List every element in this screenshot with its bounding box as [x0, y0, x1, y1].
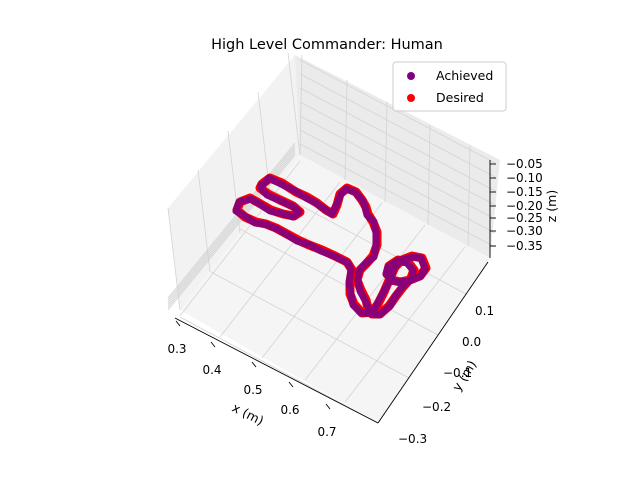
legend-label-desired: Desired — [436, 90, 484, 105]
grid-line — [287, 52, 301, 156]
x-tick-mark — [288, 381, 294, 388]
y-axis-line — [377, 261, 489, 424]
x-ticks: 0.3 0.4 0.5 0.6 0.7 — [167, 320, 337, 439]
grid-line — [299, 143, 496, 248]
grid-line — [261, 202, 383, 359]
legend-frame — [392, 61, 507, 112]
grid-line — [167, 142, 296, 299]
y-tick-label: −0.3 — [398, 432, 427, 446]
z-tick-label: −0.30 — [506, 224, 543, 238]
z-tick-label: −0.35 — [506, 239, 543, 253]
x-tick-label: 0.5 — [243, 383, 262, 397]
y-ticks: 0.1 0.0 −0.1 −0.2 −0.3 — [398, 304, 494, 446]
grid-line — [167, 207, 181, 311]
x-tick-mark — [251, 361, 257, 368]
grid-line — [299, 129, 496, 234]
grid-line — [467, 145, 471, 247]
grid-line — [299, 54, 303, 156]
achieved-trajectory — [232, 174, 429, 319]
axis-lines — [174, 160, 491, 424]
x-tick-mark — [210, 341, 216, 348]
grid-line — [267, 187, 467, 295]
z-ticks: −0.05−0.10−0.15−0.20−0.25−0.30−0.35 — [490, 157, 543, 253]
y-tick-label: −0.1 — [443, 366, 472, 380]
x-tick-label: 0.3 — [167, 342, 186, 356]
y-tick-label: −0.2 — [422, 400, 451, 414]
grid-lines — [167, 52, 496, 424]
z-tick-label: −0.20 — [506, 199, 543, 213]
grid-line — [299, 115, 496, 220]
grid-line — [167, 146, 296, 303]
grid-line — [167, 144, 296, 301]
legend-label-achieved: Achieved — [436, 68, 493, 83]
x-tick-mark — [325, 403, 331, 410]
grid-line — [427, 124, 431, 226]
grid-line — [299, 73, 496, 178]
z-tick-label: −0.25 — [506, 211, 543, 225]
x-tick-mark — [175, 320, 181, 327]
legend: Achieved Desired — [392, 61, 507, 112]
x-tick-label: 0.7 — [317, 425, 336, 439]
y-tick-label: 0.1 — [475, 304, 494, 318]
z-axis-label: z (m) — [544, 190, 559, 222]
grid-line — [344, 246, 466, 403]
grid-line — [384, 101, 388, 203]
x-tick-label: 0.6 — [280, 403, 299, 417]
grid-line — [239, 228, 439, 336]
legend-marker-achieved — [407, 72, 415, 80]
x-axis-line — [174, 317, 379, 424]
z-tick-label: −0.10 — [506, 171, 543, 185]
x-tick-label: 0.4 — [202, 363, 221, 377]
grid-line — [179, 316, 379, 424]
legend-marker-desired — [407, 94, 415, 102]
grid-line — [299, 101, 496, 206]
chart-title: High Level Commander: Human — [211, 37, 443, 53]
grid-line — [210, 271, 410, 379]
z-tick-label: −0.15 — [506, 185, 543, 199]
grid-line — [344, 79, 348, 181]
z-tick-label: −0.05 — [506, 157, 543, 171]
y-tick-label: 0.0 — [462, 335, 481, 349]
grid-line — [299, 87, 496, 192]
